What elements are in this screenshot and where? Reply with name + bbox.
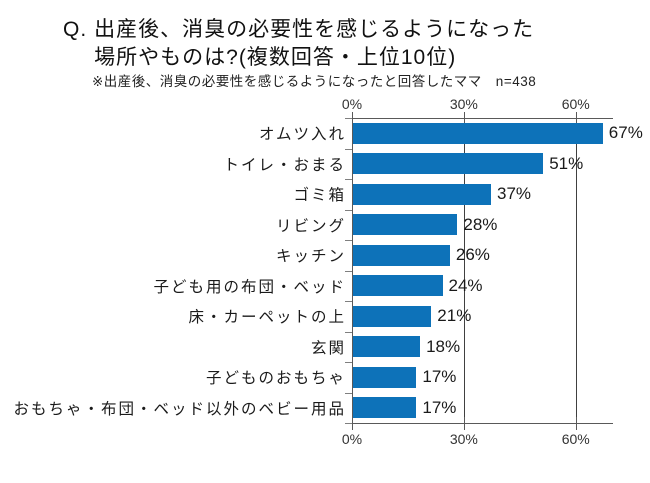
value-label: 17%: [422, 367, 457, 387]
question-title-lines: 出産後、消臭の必要性を感じるようになった 場所やものは?(複数回答・上位10位): [94, 16, 534, 72]
question-prefix: Q.: [63, 18, 88, 41]
bar: [353, 183, 491, 205]
bar: [353, 153, 544, 175]
value-label: 26%: [455, 245, 490, 265]
category-label: 床・カーペットの上: [188, 309, 346, 327]
value-label: 67%: [608, 123, 643, 143]
category-tick-mark: [345, 148, 352, 150]
category-tick-mark: [345, 179, 352, 180]
category-label: ゴミ箱: [293, 187, 346, 205]
value-label: 21%: [437, 306, 472, 326]
category-tick-mark: [345, 362, 352, 363]
category-label: リビング: [275, 217, 346, 235]
category-label: おもちゃ・布団・ベッド以外のベビー用品: [13, 400, 346, 418]
category-label: オムツ入れ: [258, 126, 346, 144]
value-label: 37%: [497, 184, 532, 204]
x-tick-label-top: 0%: [341, 96, 363, 112]
bar: [353, 397, 417, 419]
category-label: 玄関: [310, 339, 346, 357]
bar: [353, 244, 450, 266]
category-label: 子ども用の布団・ベッド: [153, 278, 346, 296]
value-label: 17%: [422, 397, 457, 417]
value-label: 51%: [549, 153, 584, 173]
sample-note: ※出産後、消臭の必要性を感じるようになったと回答したママ n=438: [92, 74, 537, 89]
bar: [353, 305, 432, 327]
question-title: Q. 出産後、消臭の必要性を感じるようになった 場所やものは?(複数回答・上位1…: [63, 16, 534, 72]
x-tick-label-bottom: 60%: [561, 431, 590, 447]
gridline: [463, 118, 465, 423]
category-tick-mark: [345, 240, 352, 241]
category-label: トイレ・おまる: [223, 156, 346, 174]
x-axis-line-top: [345, 118, 613, 119]
x-tick-label-top: 60%: [561, 96, 590, 112]
category-tick-mark: [345, 118, 352, 119]
y-axis-line: [352, 118, 353, 423]
value-label: 24%: [448, 275, 483, 295]
bar: [353, 275, 443, 297]
bar: [353, 214, 458, 236]
value-label: 18%: [426, 336, 461, 356]
category-tick-mark: [345, 423, 352, 424]
category-tick-mark: [345, 301, 352, 302]
x-tick-label-bottom: 30%: [449, 431, 478, 447]
bar: [353, 122, 603, 144]
value-label: 28%: [463, 214, 498, 234]
gridline: [575, 118, 577, 423]
category-tick-mark: [345, 392, 352, 394]
x-tick-label-top: 30%: [449, 96, 478, 112]
category-tick-mark: [345, 270, 352, 272]
category-label: キッチン: [275, 248, 346, 266]
category-label: 子どものおもちゃ: [205, 370, 346, 388]
bar: [353, 366, 417, 388]
x-axis-line-bottom: [345, 423, 613, 424]
category-tick-mark: [345, 209, 352, 211]
question-title-line-2: 場所やものは?(複数回答・上位10位): [94, 46, 457, 69]
x-tick-label-bottom: 0%: [341, 431, 363, 447]
category-tick-mark: [345, 331, 352, 333]
bar: [353, 336, 421, 358]
question-title-line-1: 出産後、消臭の必要性を感じるようになった: [94, 18, 535, 41]
